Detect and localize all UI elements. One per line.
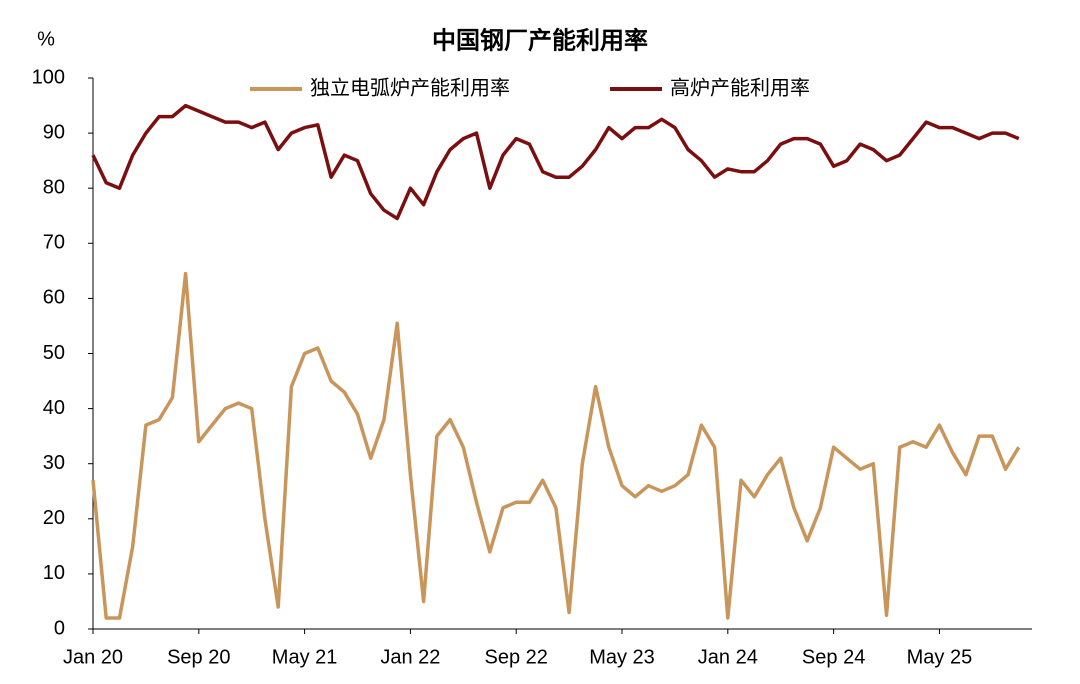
y-tick-label: 0 [54, 617, 65, 639]
y-tick-label: 100 [32, 66, 65, 88]
legend-label: 独立电弧炉产能利用率 [310, 76, 510, 99]
x-tick-label: Sep 20 [167, 646, 230, 668]
y-tick-label: 70 [43, 232, 65, 254]
x-tick-label: Jan 24 [698, 646, 758, 668]
y-tick-label: 60 [43, 287, 65, 309]
x-tick-label: Jan 20 [63, 646, 123, 668]
series-line [91, 103, 1020, 221]
chart-title: 中国钢厂产能利用率 [432, 26, 648, 54]
y-tick-label: 40 [43, 397, 65, 419]
y-tick-label: 10 [43, 562, 65, 584]
y-tick-label: 20 [43, 507, 65, 529]
x-tick-label: Jan 22 [380, 646, 440, 668]
x-tick-label: Sep 24 [802, 646, 865, 668]
series-line [91, 271, 1021, 620]
y-tick-label: 50 [43, 342, 65, 364]
x-tick-label: Sep 22 [485, 646, 548, 668]
y-tick-label: 90 [43, 121, 65, 143]
x-tick-label: May 23 [589, 646, 655, 668]
y-tick-label: 80 [43, 176, 65, 198]
y-axis-label: % [37, 28, 55, 50]
x-tick-label: May 25 [907, 646, 973, 668]
legend-label: 高炉产能利用率 [670, 76, 810, 99]
y-tick-label: 30 [43, 452, 65, 474]
x-tick-label: May 21 [272, 646, 338, 668]
